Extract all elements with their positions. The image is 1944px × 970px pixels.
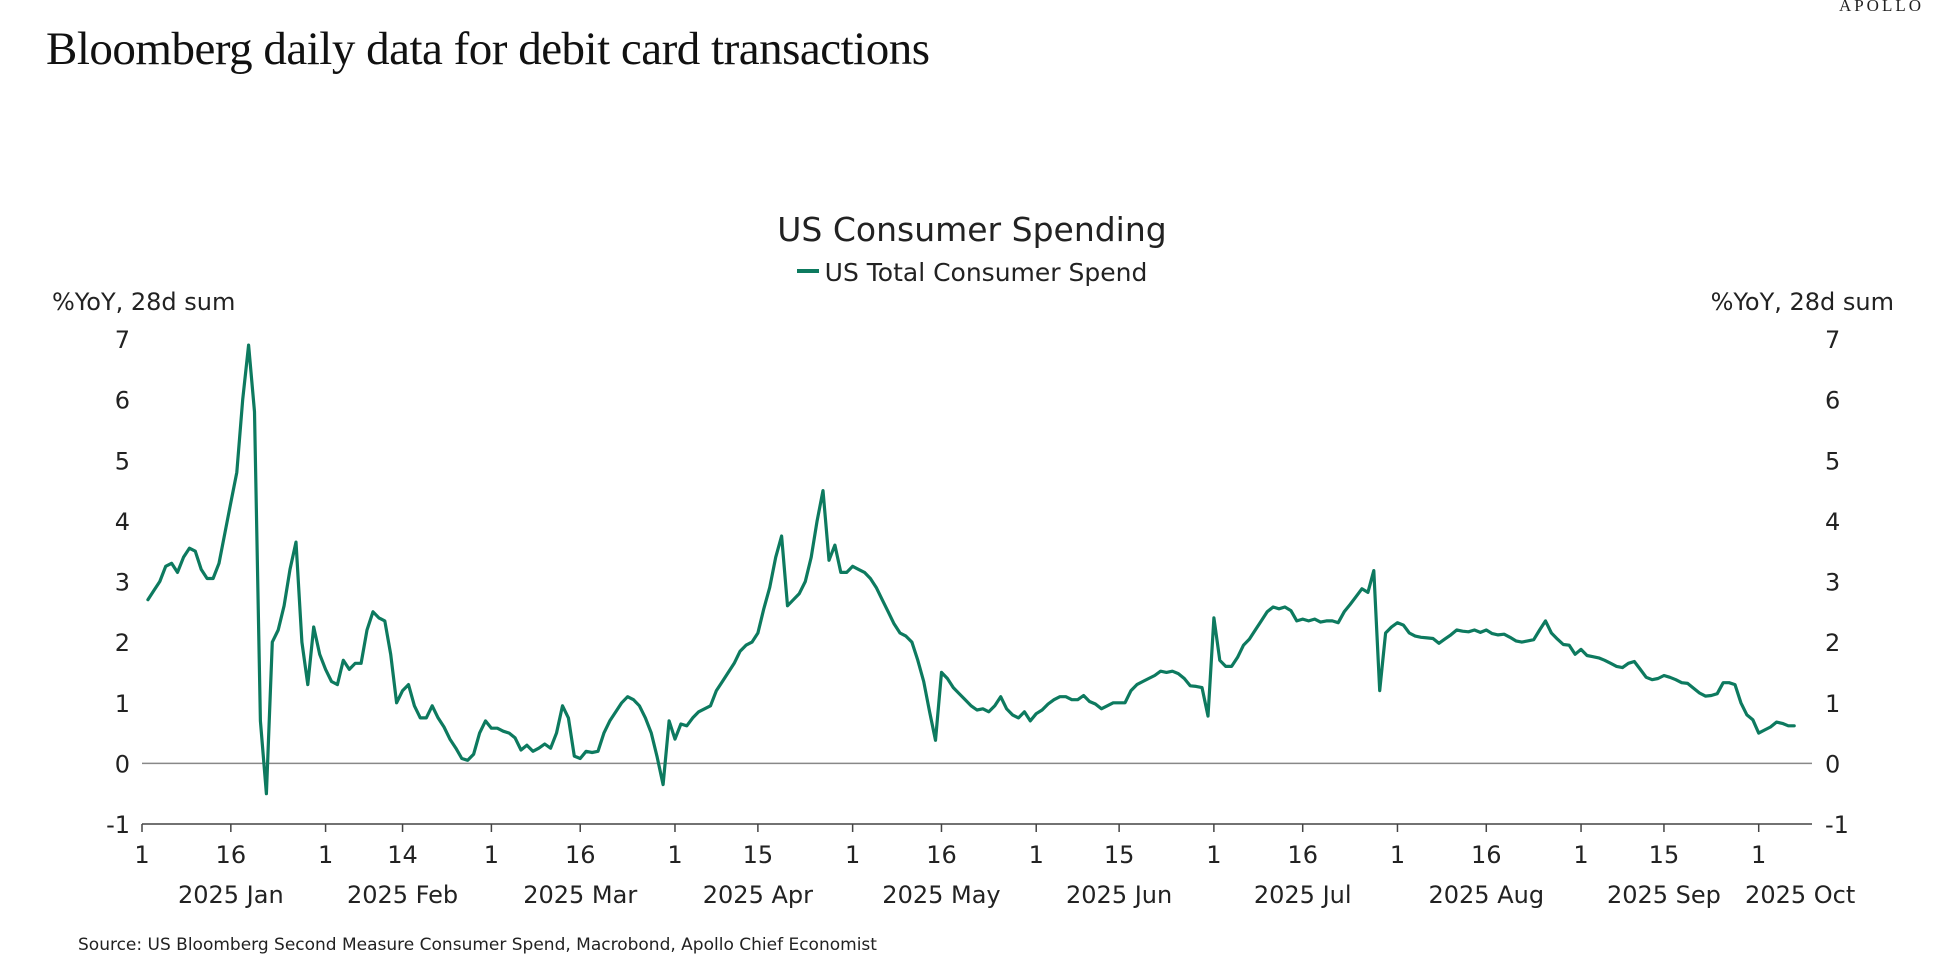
x-tick-label: 1 (1206, 841, 1221, 869)
x-tick-label: 1 (1573, 841, 1588, 869)
y-tick-label-left: 1 (115, 690, 130, 718)
y-tick-label-left: 6 (115, 387, 130, 415)
x-tick-label: 1 (845, 841, 860, 869)
x-tick-label: 1 (667, 841, 682, 869)
y-tick-label-left: -1 (106, 811, 130, 839)
y-tick-label-left: 0 (115, 750, 130, 778)
y-tick-label-left: 3 (115, 569, 130, 597)
y-tick-label-right: 5 (1825, 447, 1840, 475)
x-tick-label: 1 (1029, 841, 1044, 869)
x-month-label: 2025 May (882, 881, 1000, 909)
x-month-label: 2025 Jan (178, 881, 284, 909)
x-tick-label: 16 (1471, 841, 1502, 869)
y-axis-right-label: %YoY, 28d sum (1710, 288, 1894, 316)
y-tick-label-right: 6 (1825, 387, 1840, 415)
y-tick-label-right: 0 (1825, 750, 1840, 778)
x-month-label: 2025 Jun (1066, 881, 1172, 909)
x-tick-label: 1 (484, 841, 499, 869)
x-month-label: 2025 Apr (703, 881, 813, 909)
source-note: Source: US Bloomberg Second Measure Cons… (78, 935, 877, 955)
y-tick-label-right: -1 (1825, 811, 1849, 839)
y-tick-label-left: 4 (115, 508, 130, 536)
y-axis-left-label: %YoY, 28d sum (52, 288, 236, 316)
legend-label: US Total Consumer Spend (824, 258, 1148, 287)
chart-legend: US Total Consumer Spend (0, 258, 1944, 287)
y-tick-label-left: 7 (115, 326, 130, 354)
x-month-label: 2025 Oct (1745, 881, 1855, 909)
x-month-label: 2025 Jul (1254, 881, 1352, 909)
legend-swatch (796, 269, 819, 273)
y-tick-label-left: 2 (115, 629, 130, 657)
x-tick-label: 15 (1104, 841, 1135, 869)
x-month-label: 2025 Feb (347, 881, 458, 909)
brand-logo: APOLLO (1838, 0, 1924, 15)
x-month-label: 2025 Mar (523, 881, 637, 909)
page-title: Bloomberg daily data for debit card tran… (46, 23, 930, 75)
y-tick-label-right: 7 (1825, 326, 1840, 354)
y-tick-label-right: 1 (1825, 690, 1840, 718)
y-tick-label-left: 5 (115, 447, 130, 475)
x-tick-label: 16 (216, 841, 247, 869)
chart-title: US Consumer Spending (777, 210, 1167, 249)
x-tick-label: 15 (1649, 841, 1680, 869)
x-tick-label: 1 (1390, 841, 1405, 869)
x-tick-label: 1 (134, 841, 149, 869)
x-tick-label: 16 (565, 841, 596, 869)
y-tick-label-right: 4 (1825, 508, 1840, 536)
x-tick-label: 15 (743, 841, 774, 869)
y-tick-label-right: 2 (1825, 629, 1840, 657)
x-tick-label: 1 (318, 841, 333, 869)
x-tick-label: 1 (1751, 841, 1766, 869)
x-tick-label: 16 (926, 841, 957, 869)
x-tick-label: 14 (387, 841, 418, 869)
x-month-label: 2025 Sep (1607, 881, 1721, 909)
x-month-label: 2025 Aug (1429, 881, 1545, 909)
y-tick-label-right: 3 (1825, 569, 1840, 597)
series-line-us-total-consumer-spend (146, 343, 1796, 796)
x-tick-label: 16 (1287, 841, 1318, 869)
